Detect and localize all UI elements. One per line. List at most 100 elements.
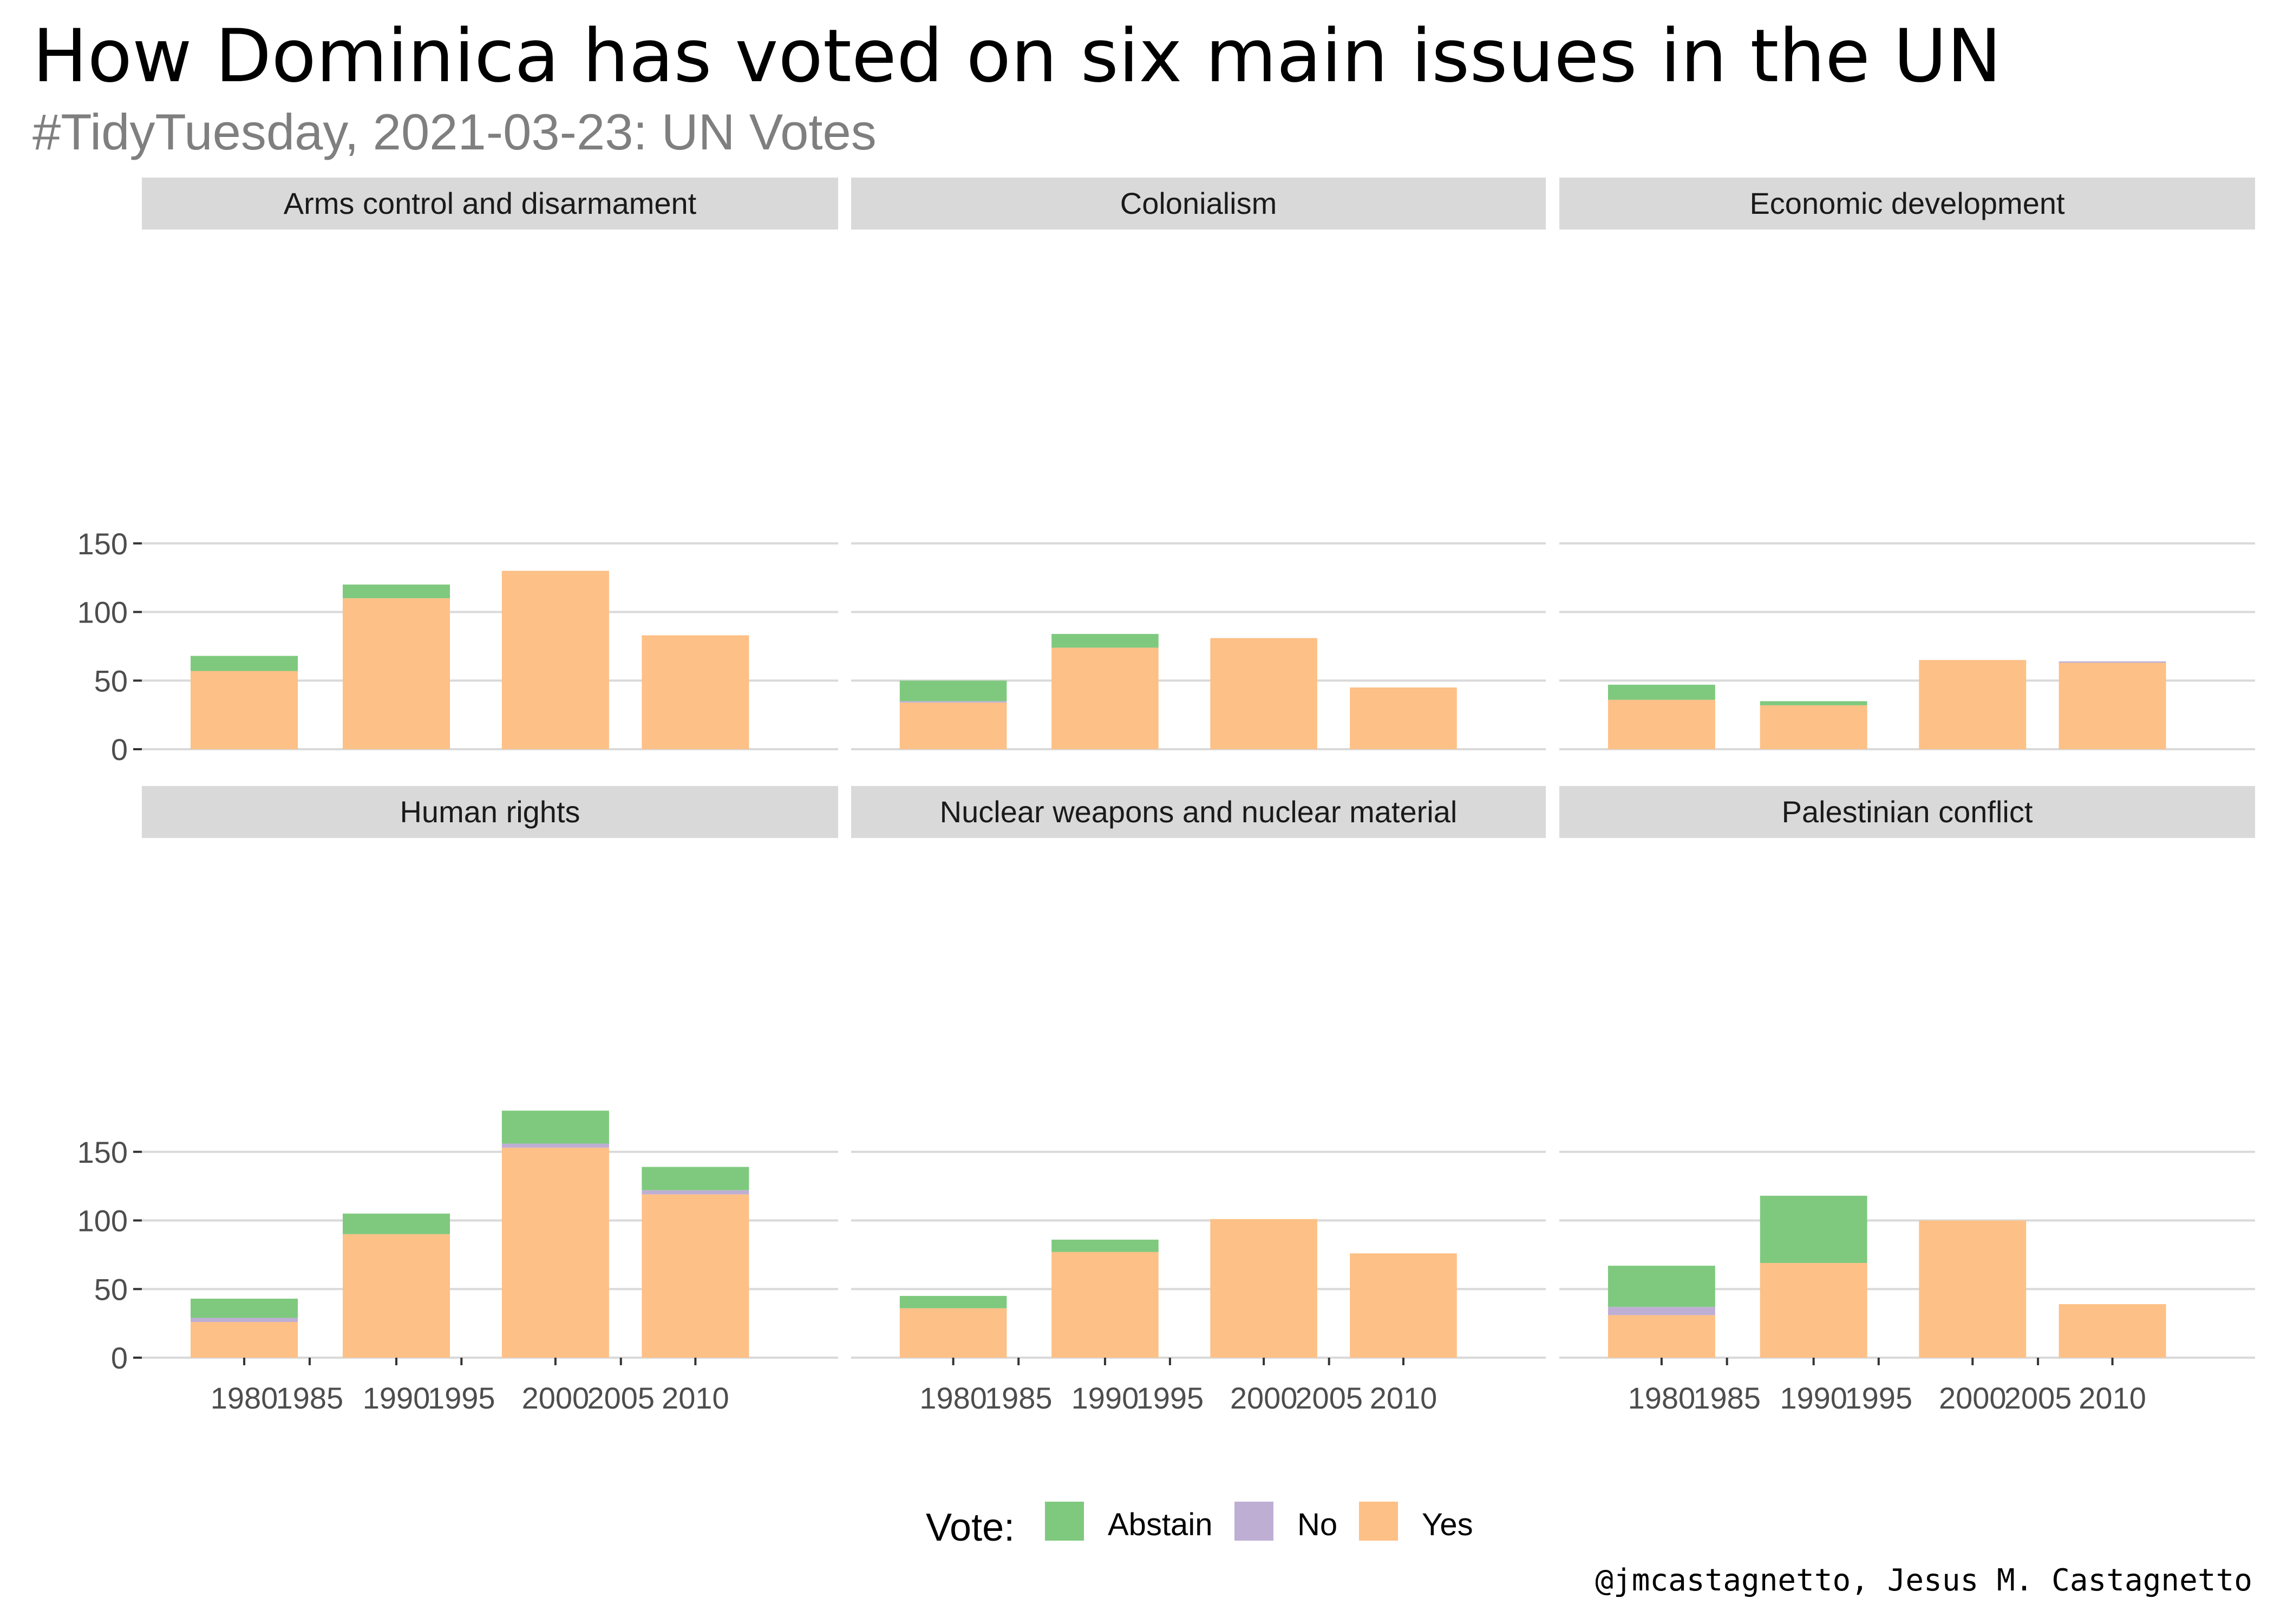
facet-strip bbox=[851, 786, 1546, 838]
x-tick-label: 1985 bbox=[985, 1381, 1053, 1415]
bar-abstain-1980 bbox=[1608, 1266, 1715, 1307]
legend-label-yes: Yes bbox=[1422, 1507, 1473, 1542]
x-tick-label: 2000 bbox=[1939, 1381, 2007, 1415]
bar-yes-2000 bbox=[501, 1148, 609, 1358]
bar-yes-1980 bbox=[191, 1322, 298, 1358]
y-tick-label: 100 bbox=[77, 595, 128, 630]
bar-abstain-1980 bbox=[1608, 684, 1715, 700]
facet-strip bbox=[142, 786, 838, 838]
bar-yes-2000 bbox=[1919, 1220, 2027, 1358]
x-tick-label: 1995 bbox=[1845, 1381, 1913, 1415]
facet-title: Palestinian conflict bbox=[1782, 795, 2033, 829]
y-tick-label: 150 bbox=[77, 527, 128, 561]
bar-abstain-1990 bbox=[343, 1213, 450, 1234]
facet-title: Human rights bbox=[400, 795, 580, 829]
bar-abstain-2000 bbox=[501, 1110, 609, 1144]
facet-economic-development: Economic development bbox=[1559, 178, 2255, 750]
x-tick-label: 1985 bbox=[276, 1381, 344, 1415]
bar-yes-2000 bbox=[1210, 638, 1317, 749]
facet-colonialism: Colonialism bbox=[851, 178, 1546, 750]
facet-strip bbox=[1559, 786, 2255, 838]
facet-title: Arms control and disarmament bbox=[284, 186, 697, 220]
bar-yes-1980 bbox=[1608, 699, 1715, 749]
bar-yes-2010 bbox=[642, 1194, 749, 1358]
bar-yes-1990 bbox=[1760, 1263, 1867, 1358]
x-tick-label: 2005 bbox=[1295, 1381, 1363, 1415]
bar-no-1980 bbox=[899, 701, 1007, 703]
bar-yes-2010 bbox=[2059, 663, 2166, 749]
facet-strip bbox=[142, 178, 838, 230]
bar-yes-2010 bbox=[2059, 1304, 2166, 1358]
bar-yes-1990 bbox=[1760, 705, 1867, 749]
legend-title: Vote: bbox=[926, 1506, 1015, 1549]
bar-abstain-1990 bbox=[343, 584, 450, 599]
bar-no-2010 bbox=[2059, 661, 2166, 663]
bar-abstain-1990 bbox=[1760, 701, 1867, 705]
caption: @jmcastagnetto, Jesus M. Castagnetto bbox=[1595, 1563, 2252, 1598]
bar-abstain-1980 bbox=[191, 656, 298, 671]
facet-panels: Arms control and disarmament 0 50 100 150 Col… bbox=[77, 178, 2255, 1415]
chart-subtitle: #TidyTuesday, 2021-03-23: UN Votes bbox=[32, 103, 877, 160]
bar-abstain-1980 bbox=[191, 1298, 298, 1318]
x-tick-label: 2000 bbox=[1230, 1381, 1298, 1415]
legend-label-no: No bbox=[1297, 1507, 1337, 1542]
legend-key-no bbox=[1234, 1502, 1273, 1541]
bar-no-1980 bbox=[191, 1318, 298, 1322]
bar-yes-1990 bbox=[343, 1234, 450, 1358]
x-tick-label: 2010 bbox=[2079, 1381, 2146, 1415]
x-tick-label: 2005 bbox=[2004, 1381, 2072, 1415]
x-tick-label: 2000 bbox=[522, 1381, 590, 1415]
bar-abstain-2010 bbox=[642, 1167, 749, 1190]
x-tick-label: 1990 bbox=[1780, 1381, 1847, 1415]
bar-yes-1980 bbox=[899, 702, 1007, 749]
bar-abstain-1990 bbox=[1051, 1239, 1159, 1252]
facet-title: Nuclear weapons and nuclear material bbox=[940, 795, 1458, 829]
bar-yes-1980 bbox=[899, 1308, 1007, 1358]
legend-key-yes bbox=[1359, 1502, 1398, 1541]
bar-yes-2010 bbox=[1350, 687, 1457, 749]
y-tick-label: 0 bbox=[111, 1341, 128, 1375]
legend-label-abstain: Abstain bbox=[1108, 1507, 1212, 1542]
x-tick-label: 1995 bbox=[428, 1381, 495, 1415]
x-tick-label: 2005 bbox=[587, 1381, 655, 1415]
x-tick-label: 2010 bbox=[1370, 1381, 1437, 1415]
bar-yes-1990 bbox=[1051, 1252, 1159, 1358]
facet-strip bbox=[1559, 178, 2255, 230]
x-tick-label: 1990 bbox=[363, 1381, 430, 1415]
bar-yes-1980 bbox=[191, 671, 298, 749]
x-tick-label: 2010 bbox=[662, 1381, 729, 1415]
bar-no-2000 bbox=[501, 1143, 609, 1148]
bar-yes-1990 bbox=[343, 598, 450, 749]
bar-abstain-1990 bbox=[1051, 634, 1159, 648]
bar-abstain-1980 bbox=[899, 1295, 1007, 1308]
y-tick-label: 50 bbox=[94, 664, 128, 698]
bar-yes-1980 bbox=[1608, 1315, 1715, 1358]
facet-nuclear-weapons-and-nuclear-material: Nuclear weapons and nuclear material 1980… bbox=[851, 786, 1546, 1415]
x-tick-label: 1980 bbox=[919, 1381, 987, 1415]
bar-abstain-1980 bbox=[899, 680, 1007, 702]
bar-yes-2010 bbox=[642, 635, 749, 749]
bar-yes-2000 bbox=[1210, 1219, 1317, 1358]
x-tick-label: 1990 bbox=[1071, 1381, 1139, 1415]
bar-no-2010 bbox=[642, 1190, 749, 1195]
x-tick-label: 1985 bbox=[1693, 1381, 1761, 1415]
bar-no-1980 bbox=[1608, 1307, 1715, 1315]
bar-abstain-1990 bbox=[1760, 1195, 1867, 1263]
y-tick-label: 150 bbox=[77, 1135, 128, 1169]
facet-arms-control-and-disarmament: Arms control and disarmament 0 50 100 150 bbox=[77, 178, 838, 767]
x-tick-label: 1980 bbox=[1628, 1381, 1696, 1415]
legend-key-abstain bbox=[1045, 1502, 1084, 1541]
y-tick-label: 0 bbox=[111, 732, 128, 767]
bar-yes-2000 bbox=[1919, 660, 2027, 749]
legend: Vote: Abstain No Yes bbox=[926, 1502, 1473, 1549]
bar-yes-2010 bbox=[1350, 1253, 1457, 1358]
bar-yes-2000 bbox=[501, 571, 609, 749]
facet-title: Economic development bbox=[1749, 186, 2065, 220]
y-tick-label: 50 bbox=[94, 1272, 128, 1306]
facet-strip bbox=[851, 178, 1546, 230]
y-tick-label: 100 bbox=[77, 1204, 128, 1238]
facet-title: Colonialism bbox=[1120, 186, 1277, 220]
